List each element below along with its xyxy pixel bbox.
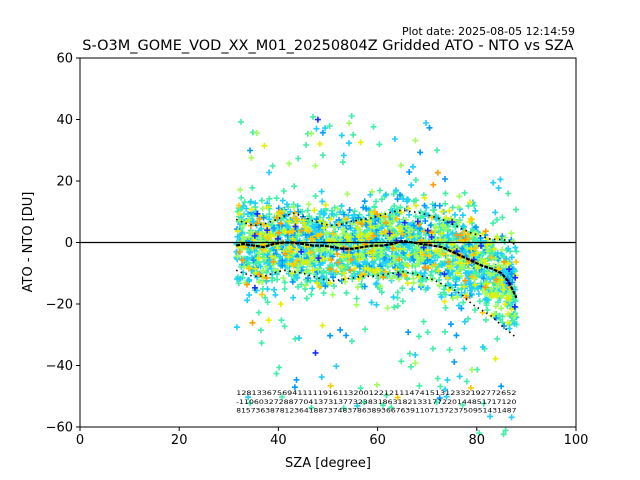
x-tick-label: 80	[469, 433, 486, 448]
x-tick-label: 100	[564, 433, 589, 448]
y-tick-label: −60	[46, 421, 73, 436]
lower-band-line	[235, 269, 517, 339]
y-tick-label: 40	[56, 113, 73, 128]
x-axis-label: SZA [degree]	[285, 456, 371, 471]
y-tick-label: 0	[65, 236, 73, 251]
upper-band-line	[235, 209, 517, 247]
x-tick-label: 40	[270, 433, 287, 448]
scatter-series	[236, 169, 508, 326]
chart-title: S-O3M_GOME_VOD_XX_M01_20250804Z Gridded …	[82, 38, 573, 54]
x-tick-label: 60	[369, 433, 386, 448]
x-tick-label: 20	[171, 433, 188, 448]
y-axis-label: ATO - NTO [DU]	[21, 192, 36, 293]
y-tick-label: 60	[56, 52, 73, 67]
count-label-row: 1281336756941111191611320012212111474151…	[236, 390, 516, 397]
count-layer: 1281336756941111191611320012212111474151…	[236, 390, 516, 415]
x-tick-label: 0	[76, 433, 84, 448]
count-label-row: 8157363878123641887374837863893667639110…	[236, 408, 516, 415]
y-tick-label: 20	[56, 175, 73, 190]
ticks-layer: 0 20 40 60 80 100 −60 −40 −20 0 20 40 60	[46, 52, 589, 449]
plot-date: Plot date: 2025-08-05 12:14:59	[402, 25, 575, 38]
y-tick-label: −20	[46, 298, 73, 313]
scatter-layer	[233, 113, 520, 438]
scatter-series	[235, 202, 520, 401]
scatter-series	[233, 113, 520, 438]
y-tick-label: −40	[46, 359, 73, 374]
count-label-row: -110603272887704137313773238318631821331…	[236, 399, 516, 406]
